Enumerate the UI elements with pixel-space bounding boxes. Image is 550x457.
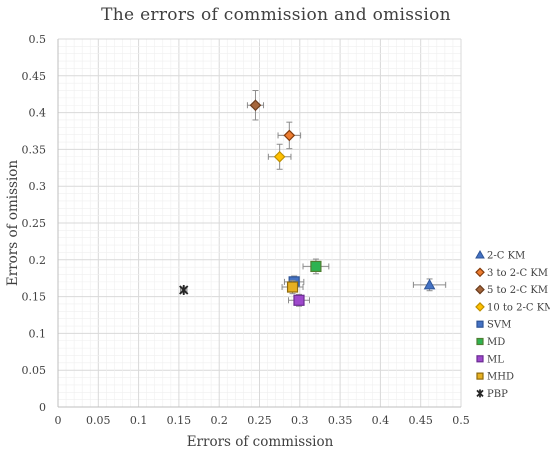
y-tick-label: 0.05 <box>22 364 47 377</box>
data-points <box>179 90 447 307</box>
diamond-marker <box>475 267 485 278</box>
legend-label: SVM <box>487 320 511 331</box>
legend-item: 10 to 2-C KM <box>475 302 550 313</box>
diamond-marker <box>273 150 286 163</box>
legend-label: MD <box>487 337 505 348</box>
y-tick-label: 0.2 <box>29 254 47 267</box>
star-x-marker <box>476 389 484 398</box>
x-tick-label: 0.1 <box>130 414 148 427</box>
grid <box>57 38 462 408</box>
x-tick-label: 0.25 <box>247 414 272 427</box>
x-tick-label: 0.3 <box>291 414 309 427</box>
legend-item: 3 to 2-C KM <box>475 267 548 279</box>
y-tick-label: 0.35 <box>22 143 47 156</box>
x-tick-label: 0.5 <box>452 414 470 427</box>
legend-item: ML <box>476 354 504 365</box>
square-marker <box>476 355 484 363</box>
square-marker <box>310 260 322 273</box>
legend-label: PBP <box>487 389 508 400</box>
legend-item: SVM <box>476 320 511 331</box>
x-tick-labels: 0 0.05 0.1 0.15 0.2 0.25 0.3 0.35 0.4 0.45 0.5 <box>55 414 470 427</box>
data-point-md <box>302 258 330 275</box>
triangle-marker <box>475 249 485 259</box>
y-tick-label: 0.25 <box>22 217 47 230</box>
legend-label: 5 to 2-C KM <box>487 285 548 296</box>
y-tick-label: 0.1 <box>29 327 47 340</box>
data-point-10-to-2-c-km <box>267 143 292 170</box>
diamond-marker <box>475 284 485 295</box>
data-point-5-to-2-c-km <box>246 90 265 121</box>
y-axis-title: Errors of omission <box>5 160 21 287</box>
square-marker <box>476 372 484 380</box>
y-tick-label: 0 <box>39 401 46 414</box>
legend-item: MHD <box>476 372 514 383</box>
diamond-marker <box>249 99 262 112</box>
x-tick-label: 0.15 <box>167 414 192 427</box>
x-axis-title: Errors of commission <box>187 434 334 450</box>
y-tick-label: 0.45 <box>22 70 47 83</box>
y-tick-labels: 0 0.05 0.1 0.15 0.2 0.25 0.3 0.35 0.4 0.45 0.5 <box>22 33 47 414</box>
legend-item: 2-C KM <box>475 249 525 262</box>
square-marker <box>476 337 484 346</box>
star-x-marker <box>179 284 189 295</box>
x-tick-label: 0.35 <box>328 414 353 427</box>
legend-label: 10 to 2-C KM <box>487 302 550 313</box>
x-tick-label: 0 <box>55 414 62 427</box>
axes <box>57 39 461 408</box>
diamond-marker <box>283 129 296 142</box>
legend-item: 5 to 2-C KM <box>475 284 548 296</box>
legend-label: 2-C KM <box>487 251 525 262</box>
y-tick-label: 0.4 <box>29 107 47 120</box>
triangle-marker <box>423 278 436 290</box>
legend-label: MHD <box>487 372 514 383</box>
legend-item: MD <box>476 337 505 348</box>
legend-item: PBP <box>476 389 508 400</box>
data-point-2-c-km <box>412 278 447 292</box>
diamond-marker <box>475 302 485 312</box>
x-tick-label: 0.45 <box>408 414 433 427</box>
data-point-mhd <box>281 279 304 295</box>
square-marker <box>476 320 484 328</box>
legend-label: 3 to 2-C KM <box>487 268 548 279</box>
data-point-pbp <box>179 284 189 295</box>
square-marker <box>293 294 305 306</box>
data-point-3-to-2-c-km <box>277 121 302 150</box>
x-tick-label: 0.05 <box>86 414 111 427</box>
legend: 2-C KM 3 to 2-C KM 5 to 2-C KM 10 to 2-C KM… <box>475 249 550 400</box>
data-point-ml <box>288 293 310 307</box>
chart-title: The errors of commission and omission <box>101 5 451 25</box>
x-tick-label: 0.4 <box>372 414 390 427</box>
y-tick-label: 0.15 <box>22 291 47 304</box>
x-tick-label: 0.2 <box>210 414 228 427</box>
y-tick-label: 0.5 <box>29 33 47 46</box>
square-marker <box>286 281 299 293</box>
y-tick-label: 0.3 <box>29 180 47 193</box>
legend-label: ML <box>487 354 504 365</box>
